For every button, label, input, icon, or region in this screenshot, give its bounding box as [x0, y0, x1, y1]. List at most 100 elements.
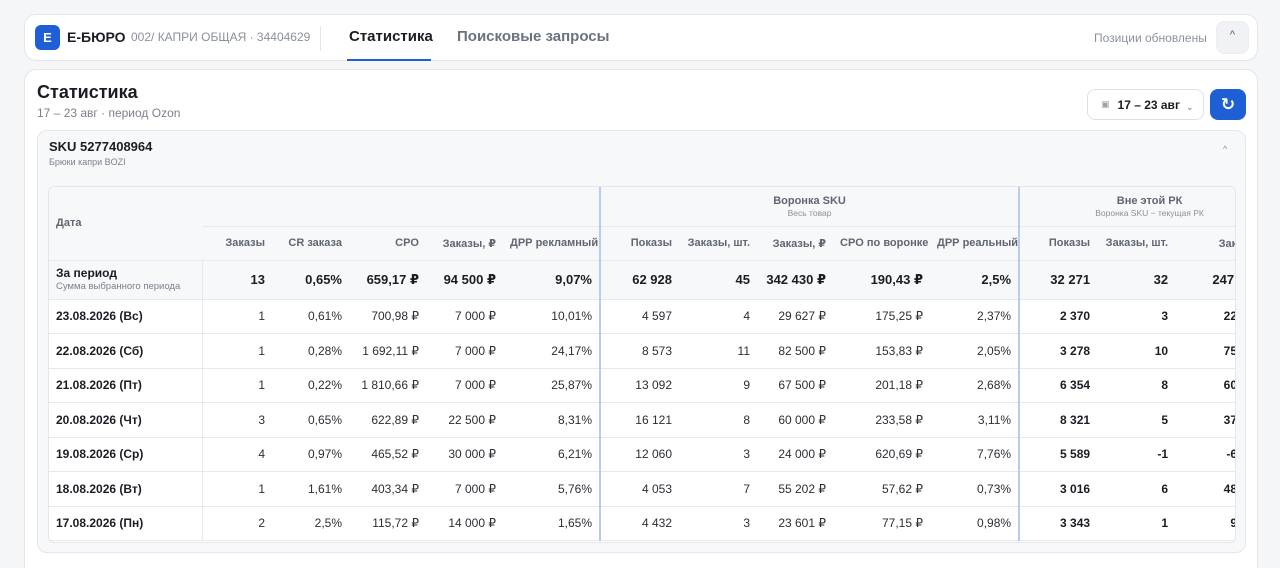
table-cell: 9 [679, 368, 757, 403]
table-cell: 5 589 [1018, 437, 1098, 472]
row-date: 22.08.2026 (Сб) [49, 333, 203, 369]
column-header: ДРР реальный [930, 226, 1020, 261]
table-cell: 7 000 ₽ [426, 471, 503, 507]
table-row: 19.08.2026 (Ср) 4 0,97% 465,52 ₽30 000 ₽6,2… [49, 437, 1235, 472]
table-cell: 5,76% [503, 471, 600, 507]
table-cell: 3 [679, 437, 757, 472]
column-header: Показы [1018, 226, 1098, 261]
table-cell: 25,87% [503, 368, 600, 403]
table-cell: -1 [1097, 437, 1176, 472]
table-cell: 1 [202, 333, 272, 369]
table-cell: 23 601 ₽ [757, 506, 833, 541]
table-cell: 2 370 [1018, 299, 1098, 334]
column-header: CPO [349, 226, 426, 261]
stats-table-container[interactable]: Дата Воронка SKU Весь товар Вне этой РК Во… [48, 186, 1236, 543]
table-cell: 700,98 ₽ [349, 299, 426, 334]
sku-product-name: Брюки капри BOZI [49, 157, 126, 167]
table-cell: 1 [202, 299, 272, 334]
table-cell: 60 000 ₽ [757, 402, 833, 438]
table-cell: 4 432 [599, 506, 679, 541]
refresh-icon: ↻ [1220, 94, 1236, 114]
table-cell: 7,76% [930, 437, 1020, 472]
table-cell: 10 [1097, 333, 1176, 369]
table-cell: 659,17 ₽ [349, 260, 426, 300]
table-cell: 8,31% [503, 402, 600, 438]
table-cell: 2,5% [930, 260, 1020, 300]
chevron-up-icon: ^ [1229, 29, 1236, 41]
table-cell: 82 500 ₽ [757, 333, 833, 369]
table-cell: 0,61% [272, 299, 349, 334]
table-cell: 30 000 ₽ [426, 437, 503, 472]
table-cell: -6 000 ₽ [1175, 437, 1235, 472]
account-info: 002/ КАПРИ ОБЩАЯ · 34404629 [131, 30, 311, 44]
column-header: Заказы, шт. [679, 226, 757, 261]
table-cell: 247 930 ₽ [1175, 260, 1235, 300]
table-cell: 1 [202, 471, 272, 507]
column-header: Заказы, шт. [1097, 226, 1176, 261]
table-cell: 5 [1097, 402, 1176, 438]
row-date: 19.08.2026 (Ср) [49, 437, 203, 472]
table-cell: 9 601 ₽ [1175, 506, 1235, 541]
table-cell: 12 060 [599, 437, 679, 472]
row-date: 17.08.2026 (Пн) [49, 506, 203, 541]
table-cell: 60 500 ₽ [1175, 368, 1235, 403]
table-cell: 201,18 ₽ [833, 368, 930, 403]
table-cell: 2,68% [930, 368, 1020, 403]
date-column-header: Дата [49, 187, 202, 261]
table-cell: 1 [202, 368, 272, 403]
sku-card: SKU 5277408964 Брюки капри BOZI ^ Дата В… [37, 130, 1246, 553]
table-cell: 3 [1097, 299, 1176, 334]
date-range-label: 17 – 23 авг [1117, 97, 1180, 112]
column-header: Показы [599, 226, 679, 261]
table-cell: 8 321 [1018, 402, 1098, 438]
table-cell: 10,01% [503, 299, 600, 334]
table-cell: 6 354 [1018, 368, 1098, 403]
statistics-panel: Статистика 17 – 23 авг · период Ozon ▣ 1… [24, 69, 1258, 568]
row-date: 21.08.2026 (Пт) [49, 368, 203, 403]
table-cell: 465,52 ₽ [349, 437, 426, 472]
table-cell: 29 627 ₽ [757, 299, 833, 334]
table-cell: 0,65% [272, 260, 349, 300]
table-row: 23.08.2026 (Вс) 1 0,61% 700,98 ₽7 000 ₽10,0… [49, 299, 1235, 334]
table-cell: 24 000 ₽ [757, 437, 833, 472]
chevron-down-icon: ⌄ [1185, 101, 1194, 112]
table-cell: 2,05% [930, 333, 1020, 369]
table-cell: 0,98% [930, 506, 1020, 541]
active-tab-indicator [347, 59, 431, 61]
period-subtitle: 17 – 23 авг · период Ozon [37, 106, 181, 120]
table-cell: 4 [679, 299, 757, 334]
logo: E [35, 25, 60, 50]
table-cell: 153,83 ₽ [833, 333, 930, 369]
tab-statistics[interactable]: Статистика [349, 28, 433, 45]
table-cell: 8 [1097, 368, 1176, 403]
row-date: 23.08.2026 (Вс) [49, 299, 203, 334]
table-cell: 1,61% [272, 471, 349, 507]
collapse-sku-icon[interactable]: ^ [1223, 144, 1228, 154]
table-row: 21.08.2026 (Пт) 1 0,22% 1 810,66 ₽7 000 ₽25… [49, 368, 1235, 403]
table-cell: 622,89 ₽ [349, 402, 426, 438]
tab-search-queries[interactable]: Поисковые запросы [457, 28, 610, 45]
table-cell: 9,07% [503, 260, 600, 300]
table-row: 17.08.2026 (Пн) 2 2,5% 115,72 ₽14 000 ₽1,65… [49, 506, 1235, 541]
table-cell: 14 000 ₽ [426, 506, 503, 541]
column-header: CR заказа [272, 226, 349, 261]
table-cell: 2,5% [272, 506, 349, 541]
table-cell: 4 053 [599, 471, 679, 507]
table-cell: 1 692,11 ₽ [349, 333, 426, 369]
date-range-picker[interactable]: ▣ 17 – 23 авг ⌄ [1087, 89, 1204, 120]
table-cell: 24,17% [503, 333, 600, 369]
table-cell: 175,25 ₽ [833, 299, 930, 334]
stats-table: Дата Воронка SKU Весь товар Вне этой РК Во… [49, 187, 1235, 541]
collapse-header-button[interactable]: ^ [1216, 21, 1249, 54]
row-date: 18.08.2026 (Вт) [49, 471, 203, 507]
table-cell: 37 500 ₽ [1175, 402, 1235, 438]
table-row: 18.08.2026 (Вт) 1 1,61% 403,34 ₽7 000 ₽5,76… [49, 471, 1235, 507]
table-cell: 4 597 [599, 299, 679, 334]
column-header: Заказы, ₽ [757, 226, 833, 261]
refresh-button[interactable]: ↻ [1210, 89, 1246, 120]
table-cell: 16 121 [599, 402, 679, 438]
table-cell: 7 000 ₽ [426, 333, 503, 369]
table-cell: 75 500 ₽ [1175, 333, 1235, 369]
table-cell: 48 202 ₽ [1175, 471, 1235, 507]
table-cell: 11 [679, 333, 757, 369]
